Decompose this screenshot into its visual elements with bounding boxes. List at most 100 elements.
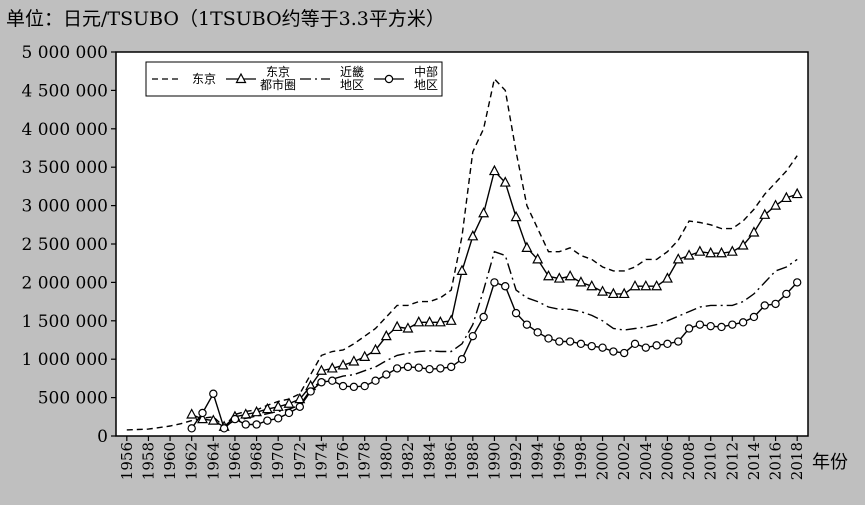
x-tick-label: 1976: [334, 442, 352, 480]
series-2-point: [402, 322, 414, 333]
series-4-point: [230, 414, 240, 424]
x-axis-label: 年份: [812, 452, 848, 473]
series-4-point: [522, 320, 532, 329]
series-4-point: [317, 378, 326, 387]
x-tick-label: 1970: [269, 442, 287, 480]
series-4-point: [674, 337, 683, 346]
series-2-point: [607, 287, 619, 299]
x-tick-label: 2006: [658, 442, 676, 480]
series-2-point: [586, 279, 598, 291]
series-4-point: [749, 312, 759, 322]
series-2-point: [597, 285, 609, 296]
x-tick-label: 2014: [745, 442, 763, 480]
series-2-point: [445, 314, 457, 325]
series-4-point: [468, 331, 478, 341]
legend-marker: [384, 74, 394, 84]
series-2-point: [618, 287, 630, 299]
series-2-point: [737, 239, 749, 250]
series-4-point: [295, 402, 305, 412]
series-4-point: [219, 424, 229, 433]
series-2-point: [575, 276, 587, 287]
x-tick-label: 1982: [399, 442, 417, 480]
y-tick-label: 1 000 000: [21, 350, 108, 370]
series-2-point: [553, 272, 565, 283]
series-4-point: [306, 387, 315, 396]
series-2-point: [521, 241, 533, 252]
series-4-point: [501, 282, 510, 291]
series-2-point: [207, 414, 219, 425]
series-4-point: [652, 341, 661, 350]
legend-label: 地区: [340, 78, 364, 92]
series-2-point: [337, 359, 349, 370]
x-tick-label: 1992: [507, 442, 525, 480]
x-tick-label: 1988: [464, 442, 482, 480]
legend-label: 近畿: [340, 65, 364, 79]
series-4-point: [706, 321, 715, 331]
series-4-point: [792, 278, 802, 287]
legend-label: 都市圈: [260, 77, 296, 92]
plot-area: [115, 51, 809, 437]
series-4-point: [738, 318, 748, 327]
series-2-point: [197, 412, 208, 424]
series-2-point: [748, 226, 760, 237]
series-2-point: [683, 249, 695, 260]
series-4-point: [728, 320, 737, 329]
series-2-point: [370, 343, 381, 355]
x-tick-label: 1998: [572, 442, 590, 480]
series-line-1: [126, 77, 798, 431]
legend-label: 东京: [266, 65, 290, 79]
series-2-point: [391, 320, 403, 332]
y-tick-label: 1 500 000: [21, 312, 108, 332]
series-4-point: [338, 381, 348, 391]
series-4-point: [760, 301, 769, 310]
y-tick-label: 500 000: [38, 389, 108, 409]
series-4-point: [263, 416, 272, 425]
series-4-point: [587, 341, 596, 351]
series-2-point: [413, 316, 425, 327]
x-tick-label: 2000: [594, 442, 612, 480]
series-2-point: [726, 245, 738, 256]
series-4-point: [684, 324, 694, 333]
series-2-point: [629, 279, 641, 291]
series-4-point: [663, 339, 672, 349]
series-2-point: [380, 329, 392, 341]
series-2-point: [488, 164, 500, 176]
series-4-point: [273, 414, 283, 423]
series-4-point: [630, 339, 640, 349]
x-tick-label: 2002: [615, 442, 633, 480]
x-tick-label: 1978: [356, 442, 374, 480]
x-tick-label: 1968: [248, 442, 266, 480]
series-2-point: [791, 187, 803, 199]
x-tick-label: 1996: [550, 442, 568, 480]
series-4-point: [414, 363, 423, 372]
x-tick-label: 2018: [788, 442, 806, 480]
series-4-point: [641, 343, 651, 352]
series-4-point: [446, 362, 456, 372]
series-4-point: [565, 337, 575, 346]
series-4-point: [511, 308, 521, 318]
series-4-point: [479, 312, 488, 322]
series-2-point: [694, 245, 706, 256]
y-tick-label: 3 500 000: [21, 158, 108, 178]
series-2-point: [780, 191, 792, 203]
x-tick-label: 2008: [680, 442, 698, 480]
series-4-point: [187, 424, 196, 433]
x-tick-label: 1994: [529, 442, 547, 480]
series-4-point: [609, 347, 618, 356]
series-2-point: [543, 269, 554, 281]
x-tick-label: 1964: [204, 442, 222, 480]
series-2-point: [770, 199, 782, 210]
x-tick-label: 2004: [637, 442, 655, 480]
series-2-point: [283, 397, 295, 408]
series-4-point: [392, 364, 402, 373]
series-2-point: [640, 279, 652, 291]
series-4-point: [328, 376, 337, 385]
series-4-point: [360, 381, 369, 391]
series-4-point: [555, 337, 564, 346]
series-4-point: [457, 355, 467, 364]
y-tick-label: 4 000 000: [21, 120, 108, 140]
series-2-point: [272, 400, 284, 411]
x-tick-label: 2010: [702, 442, 720, 480]
